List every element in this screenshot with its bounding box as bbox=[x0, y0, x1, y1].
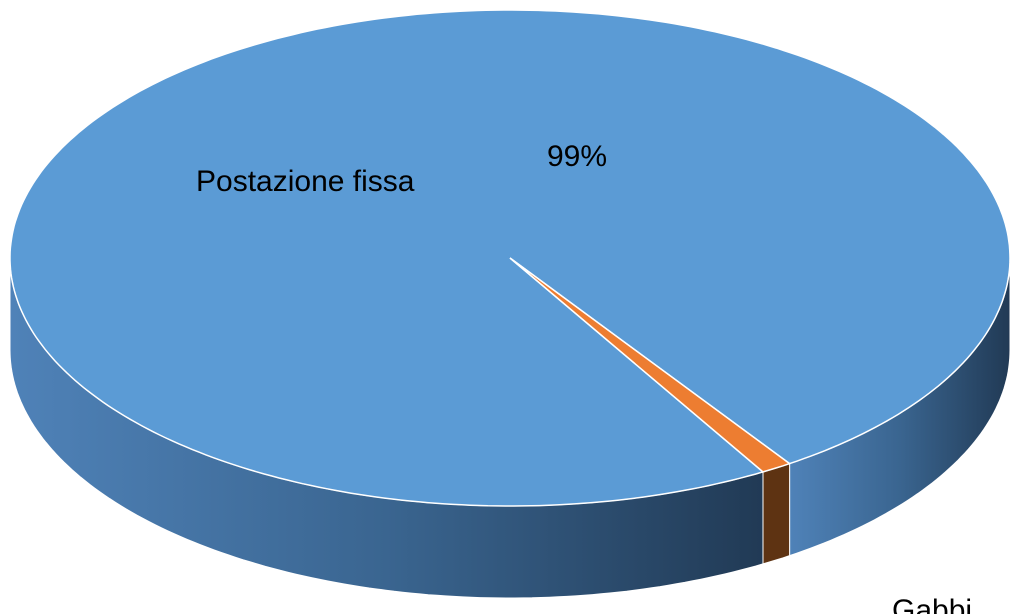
value-label: 99% bbox=[547, 140, 607, 173]
category-label: Gabbi bbox=[892, 594, 972, 614]
pie-side bbox=[762, 462, 791, 565]
category-label: Postazione fissa bbox=[196, 165, 415, 198]
pie-slice bbox=[509, 257, 792, 473]
